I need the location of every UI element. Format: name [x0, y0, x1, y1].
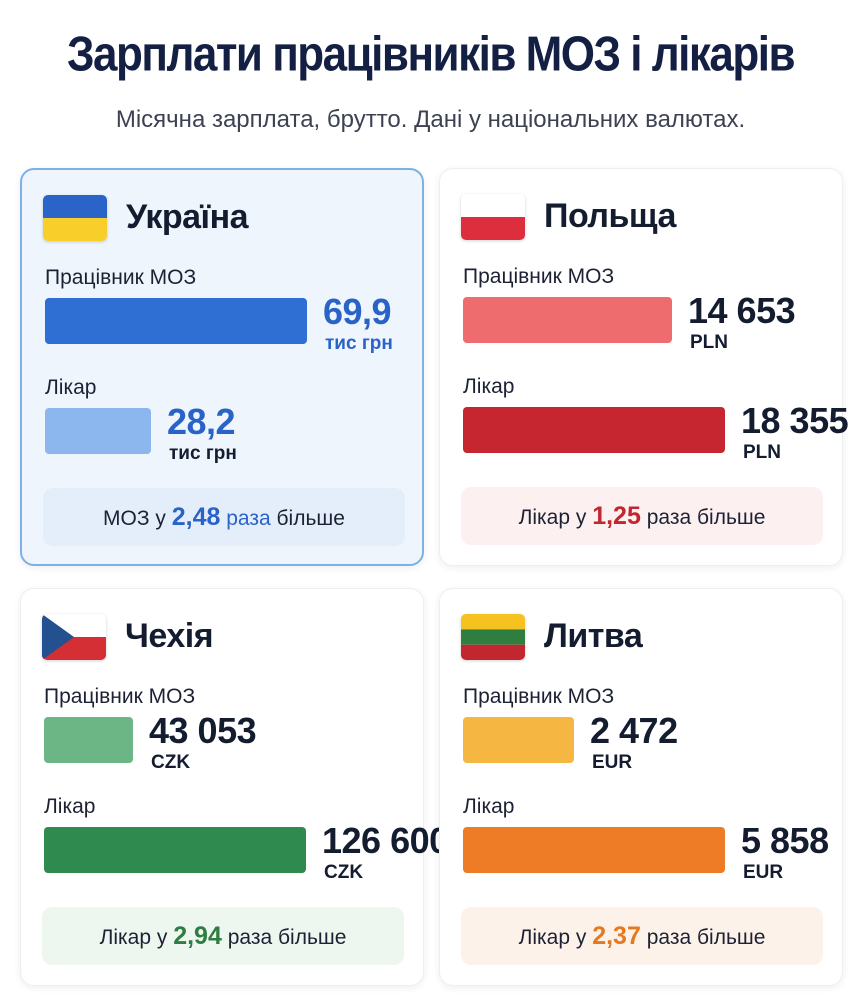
bar-label: Лікар	[463, 375, 515, 398]
ratio-note: Лікар у 2,94 раза більше	[42, 907, 404, 965]
ratio-note-prefix: Лікар у	[518, 506, 587, 529]
salary-value: 18 355	[741, 400, 849, 441]
bar-label: Лікар	[45, 376, 97, 399]
salary-value: 43 053	[149, 710, 257, 751]
ratio-value: 1,25	[592, 502, 641, 530]
ratio-note-suffix: більше	[276, 507, 345, 530]
country-name: Чехія	[125, 617, 214, 655]
page-subtitle: Місячна зарплата, брутто. Дані у націона…	[115, 106, 746, 133]
bar-label: Лікар	[463, 795, 515, 818]
ratio-note: Лікар у 2,37 раза більше	[461, 907, 823, 965]
page-title: Зарплати працівників МОЗ і лікарів	[66, 27, 796, 82]
bar-label: Працівник МОЗ	[463, 685, 615, 708]
currency-unit: PLN	[690, 332, 728, 353]
country-name: Україна	[126, 198, 249, 236]
salary-value: 69,9	[323, 291, 392, 332]
country-card-lithuania: Литва Працівник МОЗ 2 472 EUR Лікар 5 858 EUR Л…	[439, 588, 843, 986]
salary-bar	[463, 827, 725, 873]
ratio-note-times: раза	[646, 506, 692, 529]
bar-label: Працівник МОЗ	[463, 265, 615, 288]
bar-label: Працівник МОЗ	[44, 685, 196, 708]
country-name: Литва	[544, 617, 643, 655]
ratio-value: 2,94	[173, 922, 222, 950]
country-name: Польща	[544, 197, 676, 235]
salary-bar	[463, 717, 574, 763]
salary-bar	[45, 408, 151, 454]
ratio-note: Лікар у 1,25 раза більше	[461, 487, 823, 545]
ratio-note-prefix: МОЗ у	[103, 507, 166, 530]
poland-flag-icon	[461, 194, 525, 240]
ratio-note-prefix: Лікар у	[518, 926, 587, 949]
salary-value: 126 600	[322, 820, 449, 861]
currency-unit: EUR	[592, 752, 633, 773]
ratio-note-suffix: більше	[697, 926, 766, 949]
salary-bar	[463, 297, 672, 343]
salary-value: 2 472	[590, 710, 678, 751]
country-card-poland: Польща Працівник МОЗ 14 653 PLN Лікар 18 355 P…	[439, 168, 849, 566]
ratio-note-times: раза	[226, 507, 271, 530]
ukraine-flag-icon	[43, 195, 107, 241]
country-card-ukraine: Україна Працівник МОЗ 69,9 тис грн Лікар 28,2…	[20, 168, 424, 566]
ratio-note-times: раза	[646, 926, 692, 949]
ratio-note-suffix: більше	[697, 506, 766, 529]
ratio-value: 2,48	[171, 503, 221, 531]
salary-bar	[44, 717, 133, 763]
bar-label: Лікар	[44, 795, 96, 818]
currency-unit: CZK	[324, 862, 364, 883]
czech-flag-icon	[42, 614, 106, 660]
currency-unit: PLN	[743, 442, 781, 463]
country-card-czech: Чехія Працівник МОЗ 43 053 CZK Лікар 126 600 C…	[20, 588, 449, 986]
ratio-note-prefix: Лікар у	[99, 926, 168, 949]
currency-unit: EUR	[743, 862, 784, 883]
lithuania-flag-icon	[461, 614, 525, 660]
currency-unit: CZK	[151, 752, 191, 773]
bar-label: Працівник МОЗ	[45, 266, 197, 289]
salary-bar	[44, 827, 306, 873]
ratio-note: МОЗ у 2,48 раза більше	[43, 488, 405, 546]
salary-bar	[45, 298, 307, 344]
ratio-note-times: раза	[227, 926, 273, 949]
currency-unit: тис грн	[169, 443, 237, 464]
ratio-note-suffix: більше	[278, 926, 347, 949]
salary-bar	[463, 407, 725, 453]
ratio-value: 2,37	[592, 922, 641, 950]
salary-value: 14 653	[688, 290, 796, 331]
currency-unit: тис грн	[325, 333, 393, 354]
salary-value: 5 858	[741, 820, 829, 861]
salary-value: 28,2	[167, 401, 236, 442]
